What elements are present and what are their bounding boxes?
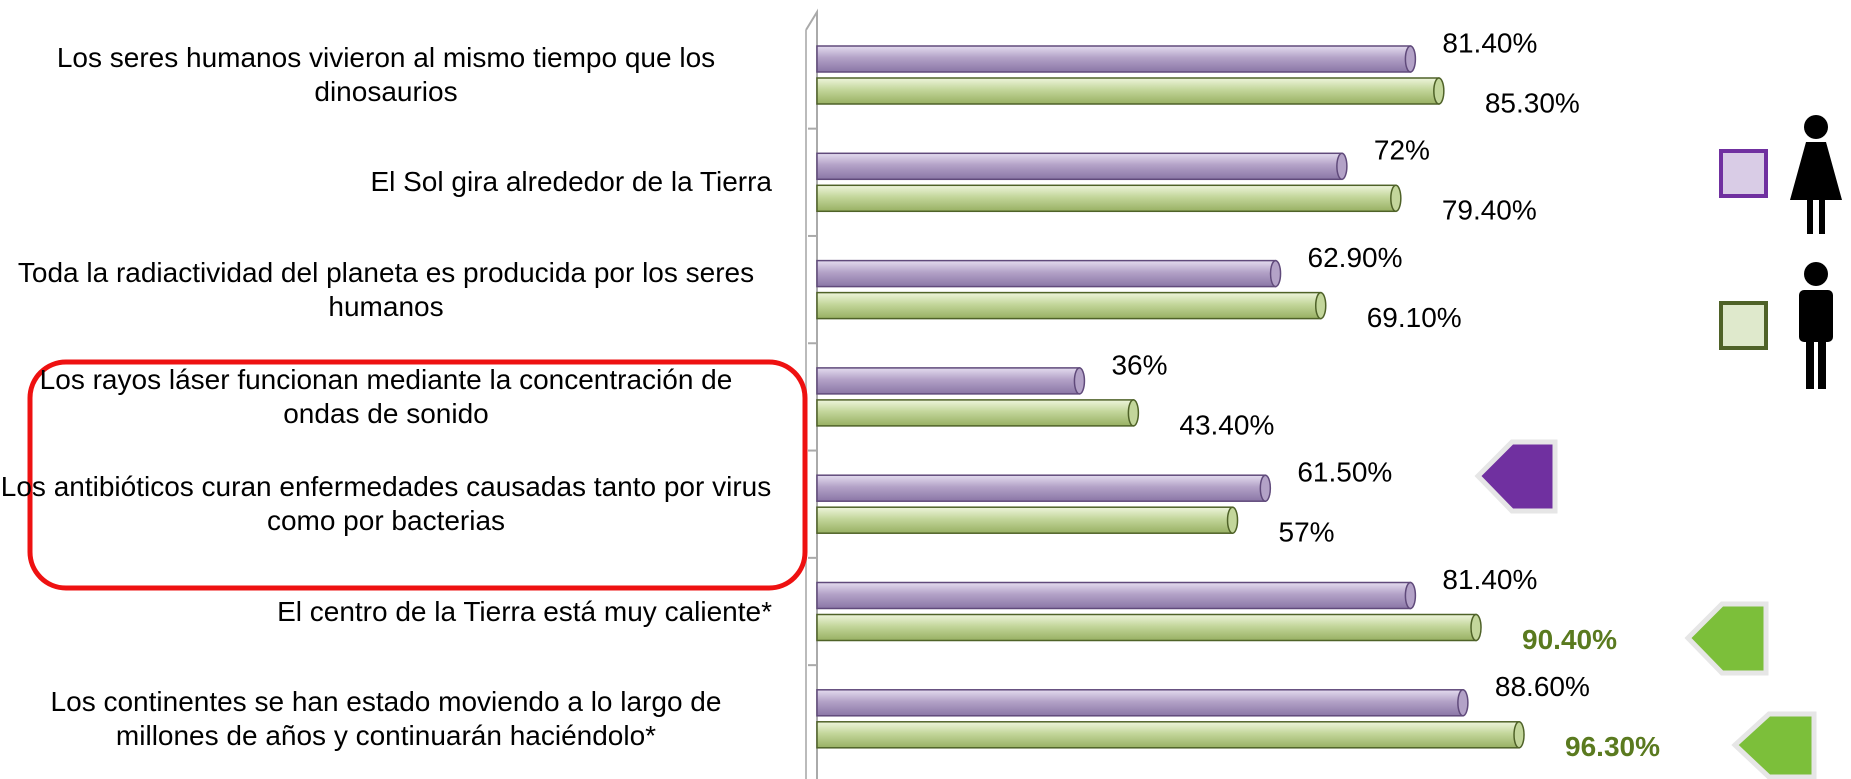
value-label: 62.90% [1308, 242, 1403, 273]
bar [816, 399, 1135, 427]
category-label: Los continentes se han estado moviendo a… [50, 685, 722, 751]
bar-cap [1404, 45, 1417, 73]
bar-cap [1336, 152, 1348, 181]
bar-cap [1127, 399, 1140, 427]
value-label: 36% [1111, 349, 1167, 380]
bar-cap [1513, 721, 1525, 749]
bar-cap [1073, 367, 1086, 395]
bar [816, 259, 1277, 288]
bar [816, 613, 1477, 642]
bar-cap [1433, 77, 1445, 105]
value-label: 43.40% [1179, 409, 1274, 440]
category-label: Los seres humanos vivieron al mismo tiem… [56, 42, 716, 107]
value-label: 81.40% [1442, 564, 1537, 595]
bar [816, 506, 1234, 534]
arrow-icon [1684, 601, 1769, 676]
value-label: 85.30% [1485, 87, 1580, 118]
bar [816, 152, 1343, 181]
bar [816, 474, 1267, 502]
value-label: 88.60% [1495, 671, 1590, 702]
male-icon [1799, 262, 1833, 389]
value-label: 57% [1279, 517, 1335, 548]
bar [816, 184, 1397, 213]
bar-cap [1470, 613, 1482, 642]
category-label: El centro de la Tierra está muy caliente… [277, 595, 772, 627]
value-label: 90.40% [1522, 624, 1617, 655]
value-label: 61.50% [1297, 457, 1392, 488]
bar-cap [1314, 291, 1327, 320]
axis [805, 8, 818, 779]
arrow-icon [1474, 439, 1558, 514]
highlight-box [27, 359, 808, 591]
legend-swatch [1719, 149, 1768, 198]
category-label: Toda la radiactividad del planeta es pro… [17, 256, 755, 322]
value-label: 72% [1374, 135, 1430, 166]
bar [816, 367, 1081, 395]
value-label: 96.30% [1565, 731, 1660, 762]
bar [816, 721, 1520, 749]
female-icon [1790, 115, 1842, 234]
bar-cap [1269, 259, 1282, 288]
bar [816, 291, 1322, 320]
category-label: Los antibióticos curan enfermedades caus… [0, 471, 772, 537]
bar-cap [1390, 184, 1402, 213]
value-label: 81.40% [1442, 27, 1537, 58]
category-label: Los rayos láser funcionan mediante la co… [39, 363, 733, 429]
bar [816, 581, 1412, 610]
bar-cap [1404, 581, 1417, 610]
bar [816, 77, 1440, 105]
bar [816, 45, 1412, 73]
legend-swatch [1719, 301, 1768, 350]
value-label: 69.10% [1367, 302, 1462, 333]
bar [816, 689, 1464, 717]
bar-cap [1259, 474, 1272, 502]
bar-cap [1457, 689, 1469, 717]
category-label: El Sol gira alrededor de la Tierra [370, 166, 772, 198]
bar-cap [1226, 506, 1239, 534]
arrow-icon [1731, 711, 1817, 779]
value-label: 79.40% [1442, 195, 1537, 226]
